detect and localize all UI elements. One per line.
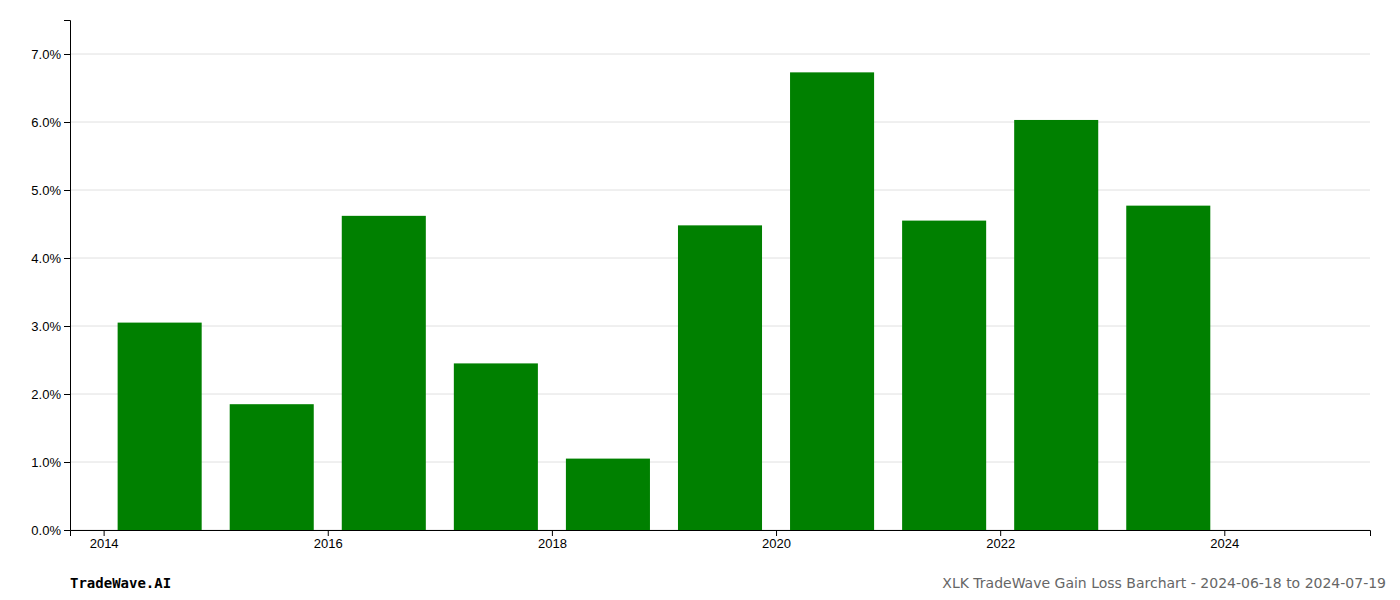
y-tick-label: 7.0% xyxy=(31,47,61,62)
bar xyxy=(678,225,762,530)
x-tick-label: 2018 xyxy=(538,536,567,551)
y-tick-mark xyxy=(64,462,70,463)
y-tick-mark xyxy=(64,122,70,123)
x-tick: 2014 xyxy=(90,530,119,551)
y-tick: 2.0% xyxy=(31,387,70,402)
y-tick: 3.0% xyxy=(31,319,70,334)
y-tick-label: 6.0% xyxy=(31,115,61,130)
x-tick-mark xyxy=(328,530,329,536)
x-tick-mark xyxy=(104,530,105,536)
bar xyxy=(566,459,650,530)
bar xyxy=(454,363,538,530)
grid-line xyxy=(70,54,1370,55)
grid-line xyxy=(70,122,1370,123)
y-tick-label: 4.0% xyxy=(31,251,61,266)
plot: 2014 2016 2018 2020 2022 2024 0.0% 1.0% 2.0% 3.0%… xyxy=(31,21,1370,552)
bar xyxy=(790,72,874,530)
y-tick: 6.0% xyxy=(31,115,70,130)
y-tick-label: 0.0% xyxy=(31,523,61,538)
x-tick: 2018 xyxy=(538,530,567,551)
grid xyxy=(70,54,1370,530)
x-tick-mark xyxy=(552,530,553,536)
y-tick-label: 2.0% xyxy=(31,387,61,402)
y-tick-mark xyxy=(64,54,70,55)
x-tick-label: 2016 xyxy=(314,536,343,551)
bar xyxy=(1126,206,1210,530)
y-tick-mark xyxy=(64,258,70,259)
y-tick: 7.0% xyxy=(31,47,70,62)
x-tick-label: 2022 xyxy=(986,536,1015,551)
bar xyxy=(1014,120,1098,530)
bars xyxy=(118,72,1211,530)
x-axis-line xyxy=(71,531,1371,537)
x-tick-label: 2020 xyxy=(762,536,791,551)
y-tick-mark xyxy=(64,394,70,395)
x-tick: 2020 xyxy=(762,530,791,551)
y-axis: 0.0% 1.0% 2.0% 3.0% 4.0% 5.0% 6.0% 7.0% xyxy=(31,21,70,538)
y-tick: 5.0% xyxy=(31,183,70,198)
x-tick: 2022 xyxy=(986,530,1015,551)
footer-left: TradeWave.AI xyxy=(70,575,171,591)
bar xyxy=(902,221,986,530)
footer-right: XLK TradeWave Gain Loss Barchart - 2024-… xyxy=(942,575,1386,591)
chart: 2014 2016 2018 2020 2022 2024 0.0% 1.0% 2.0% 3.0%… xyxy=(0,0,1400,600)
x-tick-label: 2014 xyxy=(90,536,119,551)
x-tick-label: 2024 xyxy=(1210,536,1239,551)
y-tick: 0.0% xyxy=(31,523,70,538)
y-axis-line xyxy=(64,21,71,531)
bar xyxy=(342,216,426,530)
x-tick: 2016 xyxy=(314,530,343,551)
x-tick-mark xyxy=(776,530,777,536)
y-tick: 1.0% xyxy=(31,455,70,470)
y-tick-label: 1.0% xyxy=(31,455,61,470)
y-tick-mark xyxy=(64,190,70,191)
y-tick-mark xyxy=(64,326,70,327)
bar xyxy=(118,323,202,530)
y-tick-mark xyxy=(64,530,70,531)
x-axis: 2014 2016 2018 2020 2022 2024 xyxy=(71,530,1371,551)
grid-line xyxy=(70,190,1370,191)
x-tick: 2024 xyxy=(1210,530,1239,551)
x-tick-mark xyxy=(1224,530,1225,536)
x-tick-mark xyxy=(1000,530,1001,536)
y-tick-label: 5.0% xyxy=(31,183,61,198)
y-tick: 4.0% xyxy=(31,251,70,266)
bar xyxy=(230,404,314,530)
y-tick-label: 3.0% xyxy=(31,319,61,334)
